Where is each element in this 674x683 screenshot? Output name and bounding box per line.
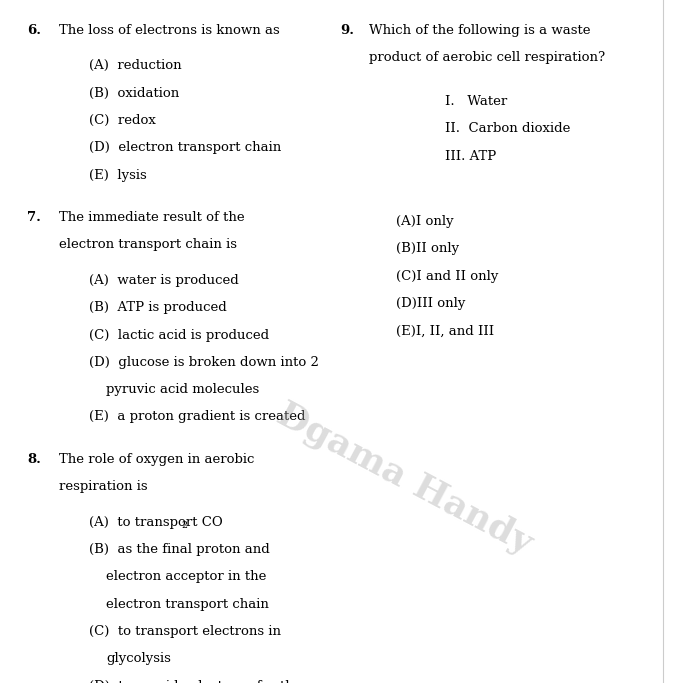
Text: (C)  to transport electrons in: (C) to transport electrons in — [89, 625, 281, 638]
Text: (D)  electron transport chain: (D) electron transport chain — [89, 141, 281, 154]
Text: The role of oxygen in aerobic: The role of oxygen in aerobic — [59, 453, 255, 466]
Text: (E)  lysis: (E) lysis — [89, 169, 147, 182]
Text: 8.: 8. — [27, 453, 41, 466]
Text: 2: 2 — [181, 521, 187, 530]
Text: The loss of electrons is known as: The loss of electrons is known as — [59, 24, 280, 37]
Text: (D)  to provide electrons for the: (D) to provide electrons for the — [89, 680, 301, 683]
Text: The immediate result of the: The immediate result of the — [59, 211, 245, 224]
Text: 9.: 9. — [340, 24, 355, 37]
Text: (C)  lactic acid is produced: (C) lactic acid is produced — [89, 329, 269, 342]
Text: (A)  reduction: (A) reduction — [89, 59, 181, 72]
Text: III. ATP: III. ATP — [445, 150, 496, 163]
Text: (B)  oxidation: (B) oxidation — [89, 87, 179, 100]
Text: pyruvic acid molecules: pyruvic acid molecules — [106, 383, 259, 396]
Text: (C)  redox: (C) redox — [89, 114, 156, 127]
Text: (D)III only: (D)III only — [396, 297, 465, 310]
Text: (D)  glucose is broken down into 2: (D) glucose is broken down into 2 — [89, 356, 319, 369]
Text: electron transport chain: electron transport chain — [106, 598, 270, 611]
Text: (B)II only: (B)II only — [396, 242, 459, 255]
Text: electron transport chain is: electron transport chain is — [59, 238, 237, 251]
Text: product of aerobic cell respiration?: product of aerobic cell respiration? — [369, 51, 605, 64]
Text: (E)I, II, and III: (E)I, II, and III — [396, 324, 494, 337]
Text: respiration is: respiration is — [59, 480, 148, 493]
Text: (A)  water is produced: (A) water is produced — [89, 274, 239, 287]
Text: 6.: 6. — [27, 24, 41, 37]
Text: (C)I and II only: (C)I and II only — [396, 270, 498, 283]
Text: (B)  ATP is produced: (B) ATP is produced — [89, 301, 226, 314]
Text: (A)  to transport CO: (A) to transport CO — [89, 516, 222, 529]
Text: glycolysis: glycolysis — [106, 652, 171, 665]
Text: (E)  a proton gradient is created: (E) a proton gradient is created — [89, 410, 305, 423]
Text: Dgama Handy: Dgama Handy — [271, 396, 538, 560]
Text: (B)  as the final proton and: (B) as the final proton and — [89, 543, 270, 556]
Text: (A)I only: (A)I only — [396, 215, 453, 228]
Text: 7.: 7. — [27, 211, 41, 224]
Text: Which of the following is a waste: Which of the following is a waste — [369, 24, 591, 37]
Text: II.  Carbon dioxide: II. Carbon dioxide — [445, 122, 570, 135]
Text: electron acceptor in the: electron acceptor in the — [106, 570, 267, 583]
Text: I.   Water: I. Water — [445, 95, 507, 108]
